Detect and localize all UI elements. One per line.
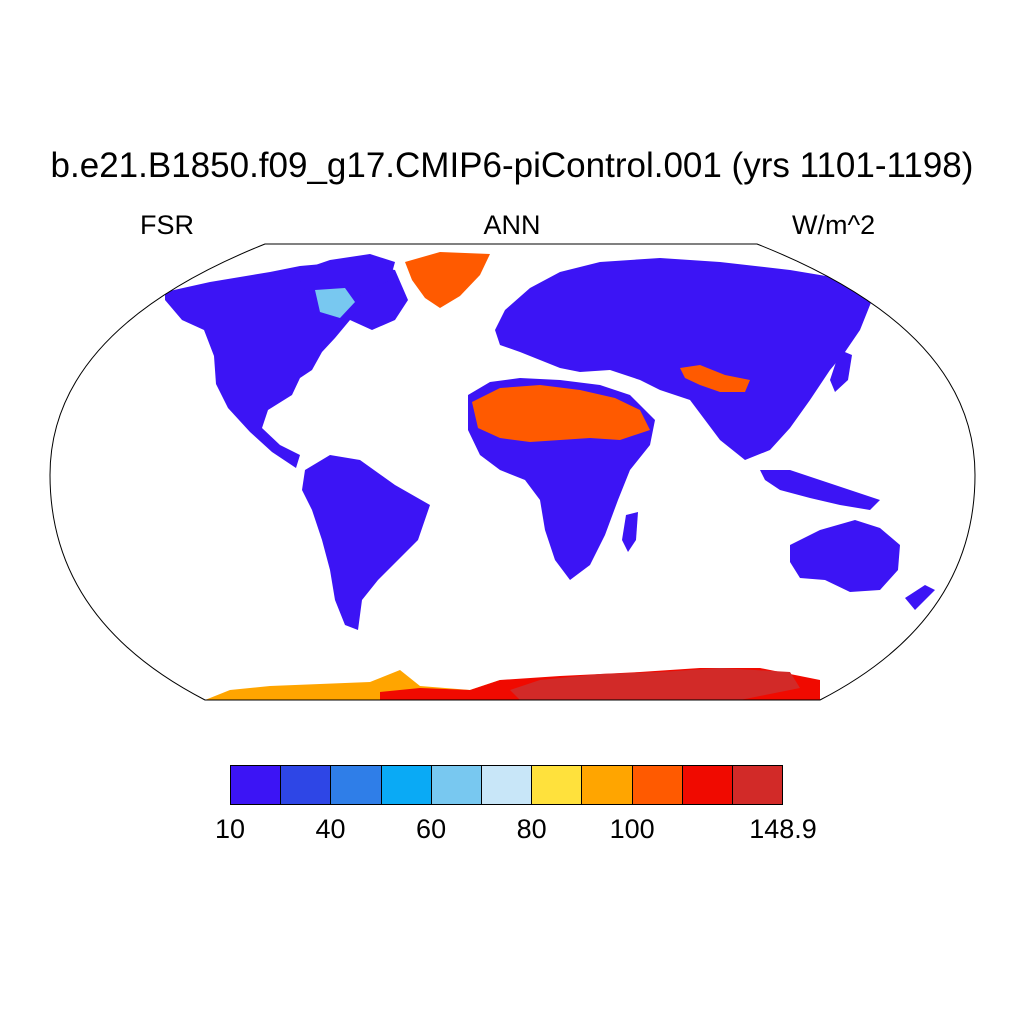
colorbar-swatch-1 [281,766,332,804]
colorbar [230,765,783,805]
colorbar-swatch-6 [532,766,583,804]
madagascar [622,512,638,552]
japan [830,350,852,392]
antarctica-east [510,668,800,700]
units-label: W/m^2 [792,210,876,240]
colorbar-tick-label: 40 [315,814,346,844]
colorbar-swatch-8 [632,766,683,804]
plot-title: b.e21.B1850.f09_g17.CMIP6-piControl.001 … [50,146,974,185]
maritime-asia [760,470,880,510]
map-land-layer [165,252,935,700]
globe-outline [49,243,976,701]
colorbar-tick-label: 80 [516,814,547,844]
sahara-desert [472,385,650,442]
colorbar-tick-label: 100 [609,814,655,844]
new-zealand [905,585,935,610]
colorbar-swatch-10 [732,766,783,804]
colorbar-swatch-5 [481,766,533,804]
colorbar-swatch-4 [431,766,482,804]
eurasia [495,258,872,460]
colorbar-tick-label: 148.9 [749,814,817,844]
tibet-plateau [680,365,750,392]
colorbar-swatch-0 [231,766,282,804]
colorbar-ticks: 10 40 60 80 100 148.9 [215,814,817,846]
greenland [405,252,490,308]
season-label: ANN [483,210,541,240]
variable-label: FSR [140,210,194,240]
south-america [302,455,430,630]
colorbar-tick-label: 10 [214,814,246,844]
colorbar-swatch-9 [682,766,733,804]
north-america [165,262,408,468]
canada-light-patch [315,288,355,318]
colorbar-swatch-3 [381,766,432,804]
colorbar-swatch-2 [331,766,382,804]
australia [790,520,900,592]
arctic-islands [295,254,395,298]
colorbar-swatch-7 [582,766,633,804]
colorbar-tick-label: 60 [416,814,447,844]
